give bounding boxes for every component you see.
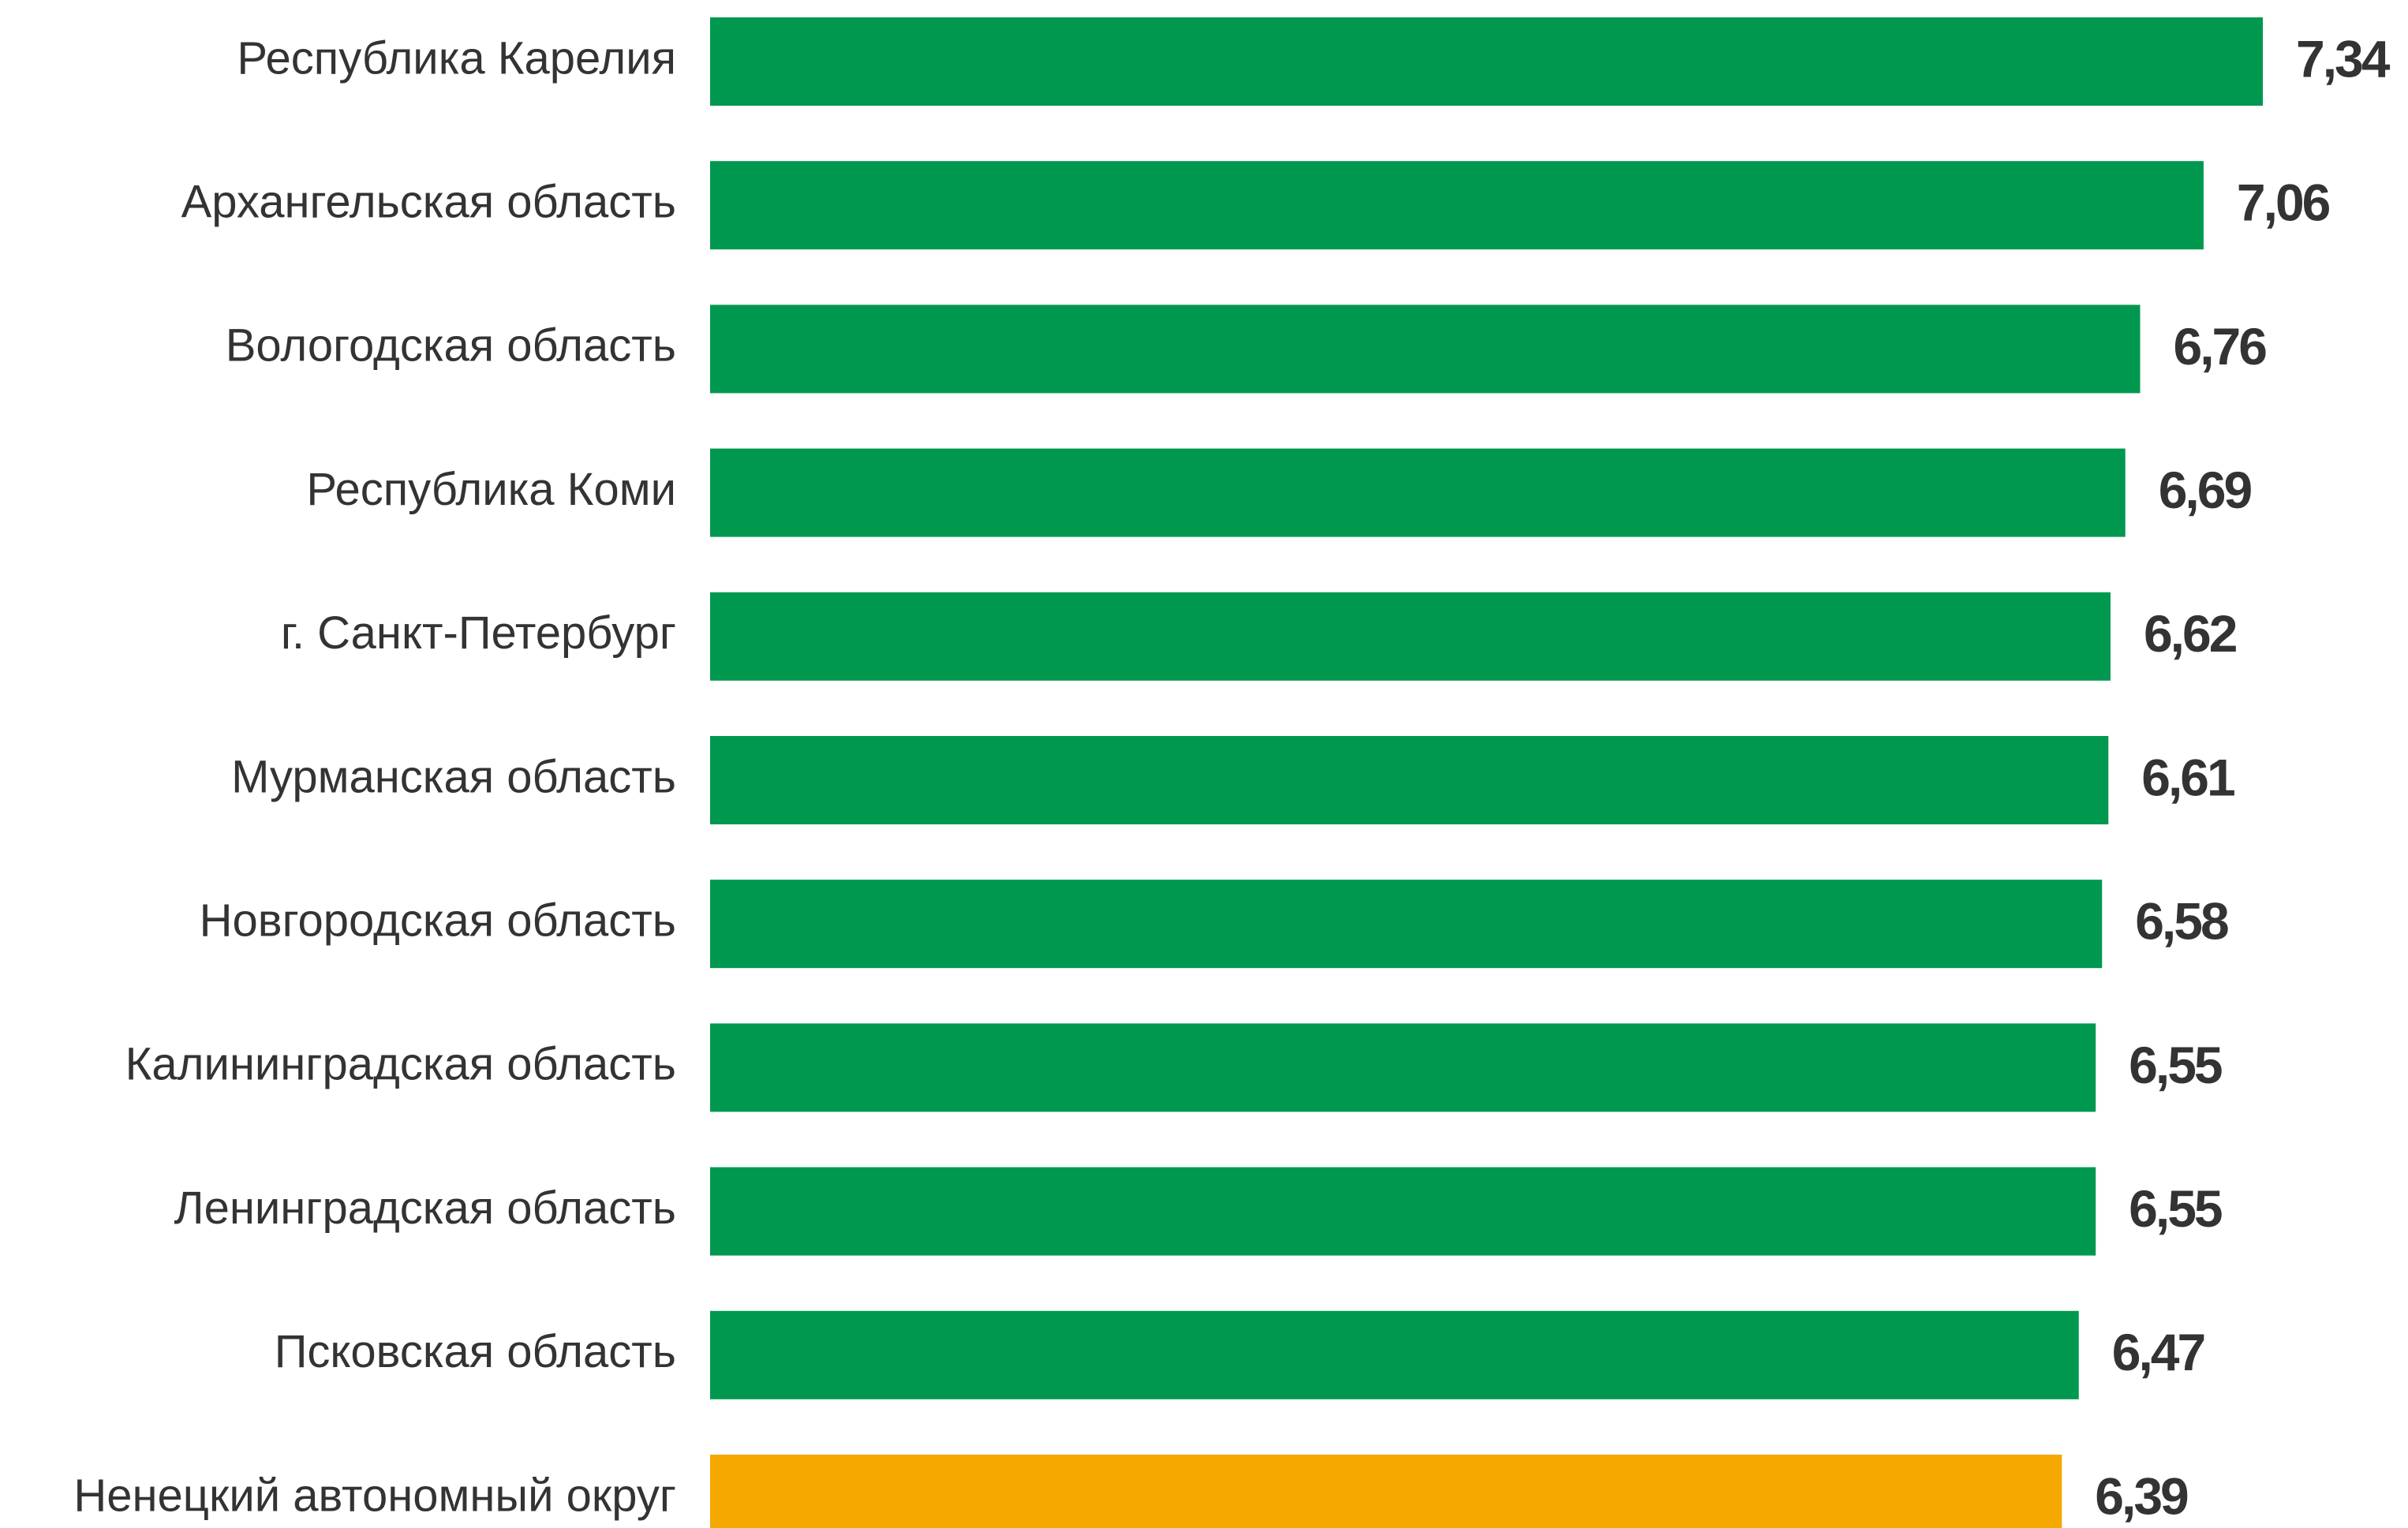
value-label: 6,69 [2159, 461, 2252, 519]
bar [710, 1455, 2062, 1528]
value-label: 6,39 [2095, 1466, 2188, 1525]
category-label: г. Санкт-Петербург [281, 607, 676, 659]
value-label: 7,34 [2296, 29, 2391, 88]
bar [710, 1023, 2096, 1112]
category-label: Республика Карелия [237, 32, 676, 84]
bar [710, 1310, 2079, 1399]
category-label: Псковская область [275, 1326, 676, 1377]
bar [710, 161, 2204, 250]
value-label: 6,47 [2112, 1323, 2204, 1381]
category-label: Архангельская область [181, 177, 676, 228]
category-label: Вологодская область [226, 320, 676, 372]
bar [710, 592, 2111, 681]
value-label: 6,58 [2135, 892, 2228, 951]
bar [710, 736, 2109, 824]
value-label: 6,55 [2129, 1036, 2222, 1094]
category-label: Мурманская область [231, 751, 676, 802]
bar [710, 880, 2103, 969]
category-label: Ненецкий автономный округ [73, 1470, 676, 1521]
value-label: 7,06 [2237, 174, 2330, 232]
value-label: 6,62 [2144, 604, 2237, 663]
category-label: Ленинградская область [174, 1182, 676, 1234]
category-label: Новгородская область [200, 895, 676, 947]
value-label: 6,61 [2141, 748, 2234, 806]
bar [710, 304, 2141, 394]
value-label: 6,55 [2129, 1179, 2222, 1238]
category-label: Калининградская область [125, 1039, 676, 1090]
bar [710, 1167, 2096, 1256]
bar [710, 448, 2126, 537]
value-label: 6,76 [2173, 317, 2266, 375]
category-label: Республика Коми [306, 464, 676, 515]
bar [710, 17, 2263, 106]
